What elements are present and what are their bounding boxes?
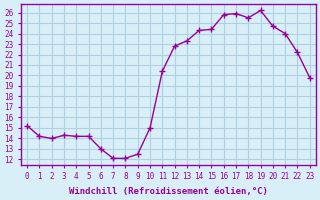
X-axis label: Windchill (Refroidissement éolien,°C): Windchill (Refroidissement éolien,°C) bbox=[69, 187, 268, 196]
